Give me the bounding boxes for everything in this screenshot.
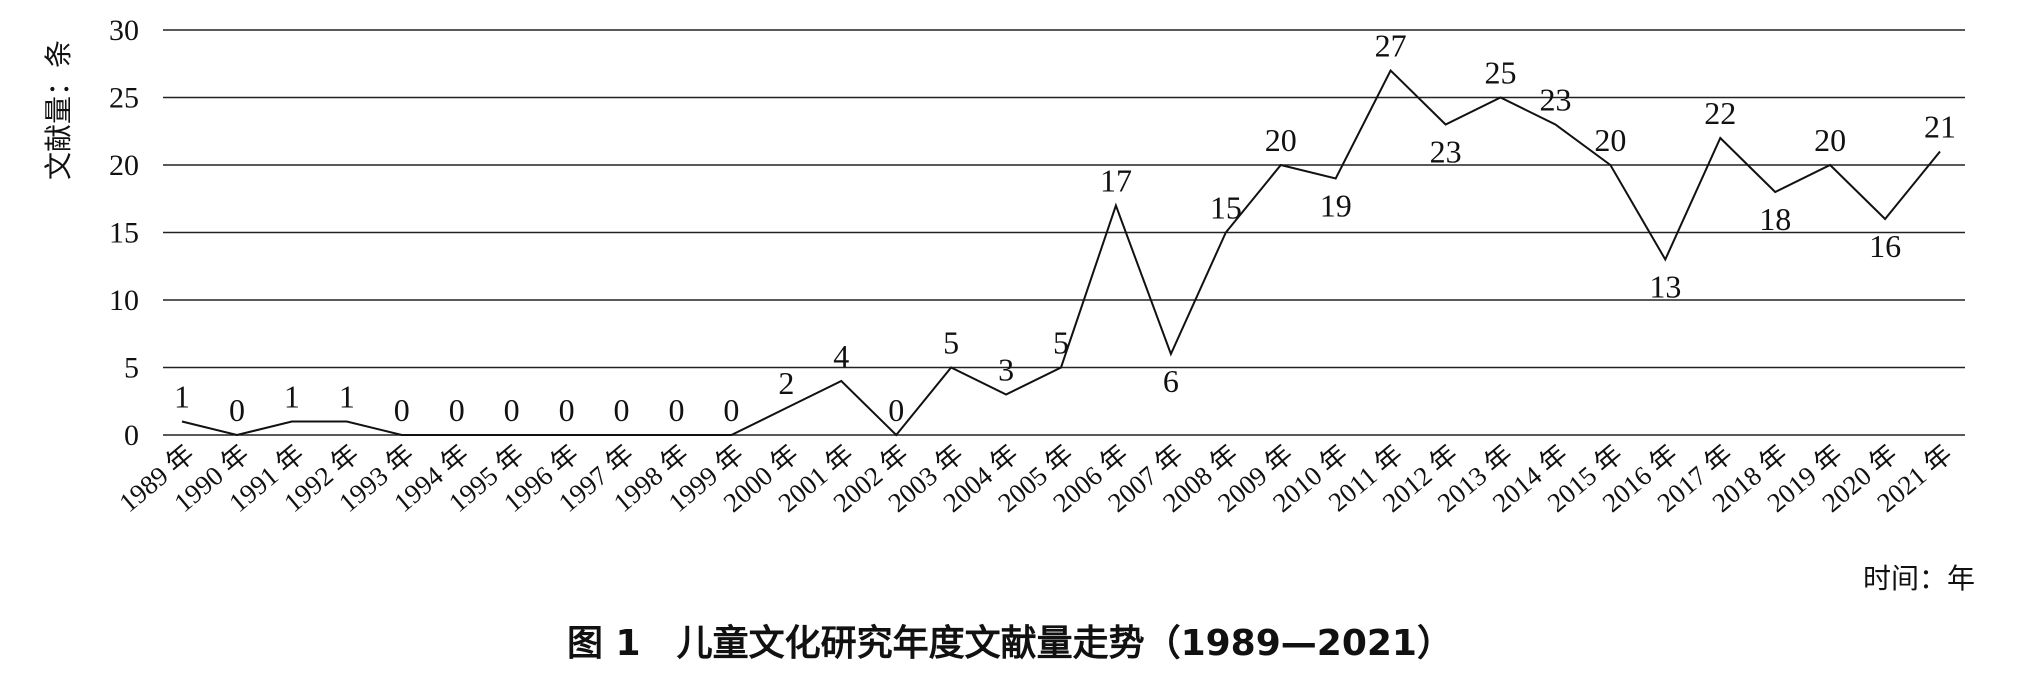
- data-label: 6: [1163, 363, 1179, 399]
- data-labels: 1 0 1 1 0 0 0 0 0 0 0 2 4 0 5 3 5 17 6 15 20 19 27 23 25 23 20 13 22…: [174, 28, 1956, 429]
- data-label: 23: [1430, 134, 1462, 170]
- data-label: 23: [1539, 82, 1571, 118]
- data-label: 1: [174, 379, 190, 415]
- data-label: 0: [614, 392, 630, 428]
- data-label: 5: [1053, 325, 1069, 361]
- data-label: 0: [229, 392, 245, 428]
- data-label: 1: [284, 379, 300, 415]
- series-line: [181, 68, 1941, 437]
- y-axis-label: 文献量：条: [42, 40, 75, 180]
- data-label: 4: [833, 338, 849, 374]
- data-label: 0: [449, 392, 465, 428]
- x-axis-label: 时间：年: [1863, 562, 1975, 595]
- y-tick-label: 5: [124, 352, 139, 385]
- y-tick-label: 0: [124, 419, 139, 452]
- data-label: 0: [668, 392, 684, 428]
- data-label: 5: [943, 325, 959, 361]
- y-tick-label: 10: [109, 284, 139, 317]
- data-label: 21: [1924, 109, 1956, 145]
- data-label: 16: [1869, 228, 1901, 264]
- y-axis-ticks: 0 5 10 15 20 25 30: [109, 14, 139, 452]
- grid-layer: [163, 29, 1965, 436]
- data-label: 17: [1100, 163, 1132, 199]
- data-label: 0: [888, 392, 904, 428]
- y-tick-label: 30: [109, 14, 139, 47]
- y-tick-label: 20: [109, 149, 139, 182]
- data-label: 19: [1320, 188, 1352, 224]
- data-label: 0: [559, 392, 575, 428]
- data-label: 27: [1375, 28, 1407, 64]
- data-label: 0: [504, 392, 520, 428]
- data-label: 20: [1594, 122, 1626, 158]
- data-label: 15: [1210, 190, 1242, 226]
- data-label: 20: [1265, 122, 1297, 158]
- data-label: 0: [394, 392, 410, 428]
- data-label: 0: [723, 392, 739, 428]
- y-tick-label: 15: [109, 217, 139, 250]
- data-label: 20: [1814, 122, 1846, 158]
- data-label: 13: [1649, 269, 1681, 305]
- chart-caption: 图 1 儿童文化研究年度文献量走势（1989—2021）: [567, 622, 1453, 664]
- y-tick-label: 25: [109, 82, 139, 115]
- data-label: 3: [998, 352, 1014, 388]
- data-label: 18: [1759, 201, 1791, 237]
- data-label: 2: [778, 365, 794, 401]
- data-label: 1: [339, 379, 355, 415]
- data-label: 25: [1485, 55, 1517, 91]
- data-label: 22: [1704, 95, 1736, 131]
